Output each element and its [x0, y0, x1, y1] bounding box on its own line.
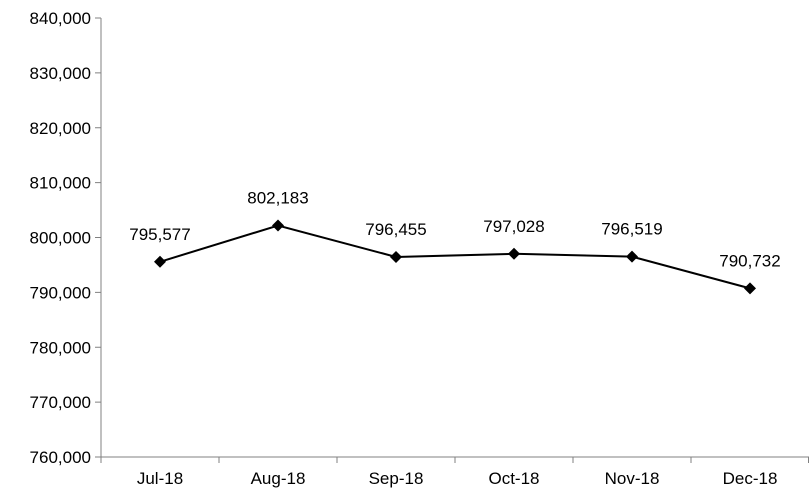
- data-label: 795,577: [129, 225, 190, 244]
- x-tick-label: Aug-18: [251, 469, 306, 488]
- data-point-marker: [626, 250, 638, 263]
- y-tick-label: 840,000: [30, 9, 91, 28]
- x-tick-label: Sep-18: [369, 469, 424, 488]
- y-tick-label: 760,000: [30, 448, 91, 467]
- y-tick-label: 820,000: [30, 119, 91, 138]
- x-tick-label: Nov-18: [605, 469, 660, 488]
- data-point-marker: [744, 282, 756, 295]
- x-tick-label: Dec-18: [723, 469, 778, 488]
- data-point-marker: [390, 250, 402, 263]
- x-tick-label: Jul-18: [137, 469, 183, 488]
- y-axis: 760,000 770,000 780,000 790,000 800,000 810,0…: [30, 9, 102, 467]
- y-tick-label: 780,000: [30, 338, 91, 357]
- x-tick-label: Oct-18: [488, 469, 539, 488]
- data-label: 790,732: [719, 251, 780, 270]
- series-line: [159, 224, 751, 290]
- marker-group: [154, 219, 756, 295]
- data-label: 796,455: [365, 220, 426, 239]
- data-point-marker: [154, 255, 166, 268]
- y-tick-label: 810,000: [30, 174, 91, 193]
- data-point-marker: [508, 247, 520, 260]
- y-tick-label: 770,000: [30, 393, 91, 412]
- y-tick-label: 830,000: [30, 64, 91, 83]
- data-label: 796,519: [601, 220, 662, 239]
- x-axis: Jul-18 Aug-18 Sep-18 Oct-18 Nov-18 Dec-18: [100, 456, 809, 488]
- y-tick-label: 800,000: [30, 229, 91, 248]
- y-tick-label: 790,000: [30, 283, 91, 302]
- series-line-group: [159, 224, 751, 290]
- data-label: 797,028: [483, 217, 544, 236]
- data-label-group: 795,577 802,183 796,455 797,028 796,519 790,7…: [129, 189, 780, 271]
- data-label: 802,183: [247, 189, 308, 208]
- data-point-marker: [272, 219, 284, 232]
